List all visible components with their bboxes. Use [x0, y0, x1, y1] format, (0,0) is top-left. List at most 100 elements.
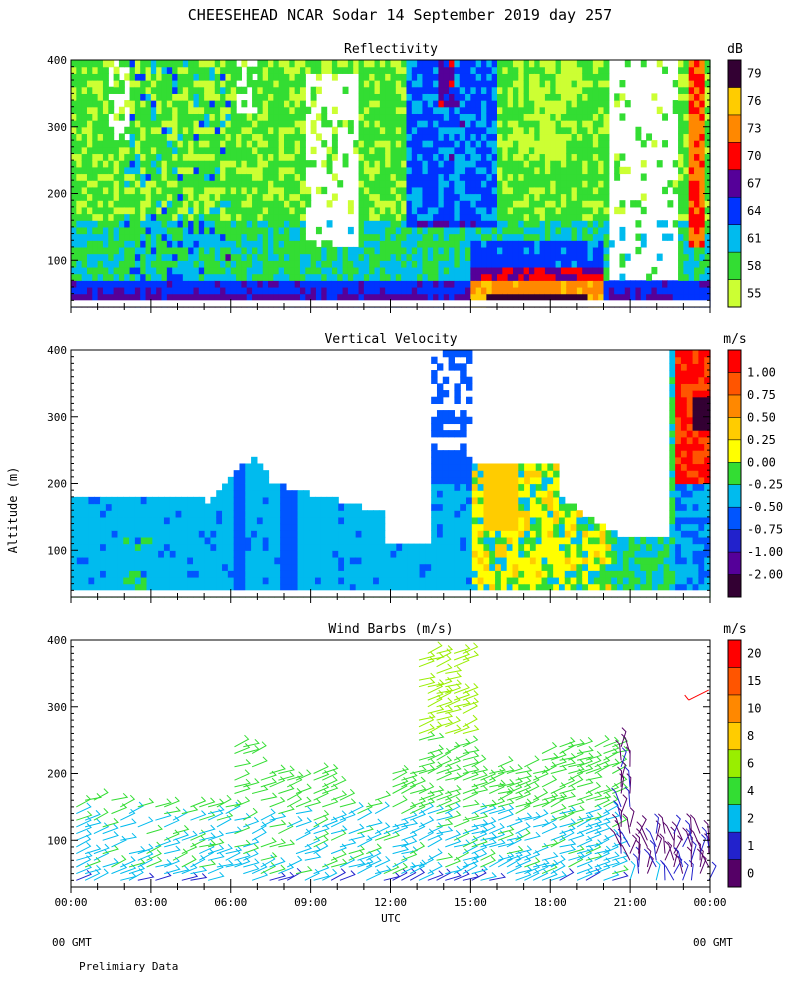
- reflectivity-cell: [81, 226, 88, 235]
- reflectivity-cell: [209, 206, 216, 215]
- reflectivity-cell: [102, 86, 109, 94]
- velocity-cell: [117, 563, 124, 571]
- reflectivity-cell: [491, 233, 498, 241]
- velocity-cell: [268, 576, 275, 585]
- velocity-cell: [402, 570, 409, 578]
- reflectivity-cell: [651, 293, 658, 301]
- reflectivity-cell: [102, 273, 109, 281]
- reflectivity-cell: [555, 140, 562, 148]
- reflectivity-cell: [140, 273, 147, 281]
- reflectivity-cell: [683, 66, 690, 74]
- velocity-cell: [105, 536, 113, 545]
- reflectivity-cell: [704, 60, 711, 68]
- reflectivity-cell: [411, 80, 418, 88]
- reflectivity-cell: [497, 220, 503, 228]
- reflectivity-cell: [81, 206, 88, 215]
- reflectivity-cell: [422, 186, 429, 195]
- reflectivity-cell: [150, 140, 157, 148]
- main-title: CHEESEHEAD NCAR Sodar 14 September 2019 …: [188, 6, 612, 24]
- reflectivity-cell: [470, 146, 477, 155]
- reflectivity-cell: [443, 133, 450, 141]
- reflectivity-cell: [427, 166, 434, 175]
- reflectivity-cell: [220, 120, 227, 128]
- velocity-cell: [355, 536, 363, 545]
- reflectivity-cell: [241, 293, 248, 301]
- reflectivity-cell: [544, 146, 551, 155]
- velocity-cell: [309, 516, 316, 525]
- reflectivity-cell: [102, 153, 109, 161]
- reflectivity-cell: [76, 293, 83, 301]
- velocity-cell: [181, 496, 188, 505]
- reflectivity-cell: [550, 253, 557, 261]
- reflectivity-cell: [294, 66, 301, 74]
- reflectivity-cell: [134, 86, 141, 94]
- reflectivity-cell: [667, 280, 674, 288]
- reflectivity-cell: [523, 260, 530, 268]
- reflectivity-cell: [598, 220, 605, 228]
- velocity-cell: [245, 583, 252, 591]
- velocity-cell: [448, 563, 455, 571]
- reflectivity-cell: [129, 146, 136, 155]
- velocity-cell: [280, 490, 287, 498]
- reflectivity-cell: [379, 80, 386, 88]
- reflectivity-cell: [310, 100, 317, 108]
- reflectivity-cell: [214, 286, 221, 295]
- velocity-cell: [431, 503, 438, 511]
- velocity-cell: [71, 570, 78, 578]
- reflectivity-cell: [502, 140, 509, 148]
- reflectivity-cell: [560, 173, 567, 181]
- reflectivity-cell: [278, 226, 285, 235]
- reflectivity-cell: [182, 206, 189, 215]
- reflectivity-cell: [390, 166, 397, 175]
- reflectivity-cell: [406, 93, 413, 101]
- reflectivity-cell: [534, 73, 541, 81]
- reflectivity-cell: [544, 213, 551, 221]
- reflectivity-cell: [177, 186, 184, 195]
- reflectivity-cell: [118, 193, 125, 201]
- reflectivity-cell: [278, 240, 285, 248]
- reflectivity-cell: [528, 186, 535, 195]
- reflectivity-cell: [140, 113, 147, 121]
- reflectivity-cell: [166, 226, 173, 235]
- reflectivity-cell: [156, 126, 163, 135]
- reflectivity-cell: [299, 220, 306, 228]
- reflectivity-cell: [512, 120, 519, 128]
- velocity-cell: [442, 450, 450, 458]
- colorbar-label: 64: [747, 204, 761, 218]
- reflectivity-cell: [273, 253, 280, 261]
- reflectivity-cell: [683, 146, 690, 155]
- reflectivity-cell: [108, 126, 115, 135]
- velocity-cell: [227, 550, 235, 558]
- reflectivity-cell: [358, 206, 365, 215]
- velocity-cell: [239, 563, 246, 571]
- reflectivity-cell: [252, 280, 258, 288]
- reflectivity-cell: [92, 166, 99, 175]
- reflectivity-cell: [134, 280, 141, 288]
- velocity-cell: [431, 463, 438, 471]
- velocity-cell: [436, 530, 444, 538]
- velocity-cell: [152, 556, 159, 565]
- reflectivity-cell: [289, 133, 296, 141]
- velocity-cell: [187, 583, 194, 591]
- reflectivity-cell: [140, 146, 147, 155]
- reflectivity-cell: [427, 193, 434, 201]
- reflectivity-cell: [118, 253, 125, 261]
- reflectivity-cell: [161, 253, 168, 261]
- reflectivity-cell: [603, 186, 610, 195]
- reflectivity-cell: [289, 260, 296, 268]
- reflectivity-cell: [299, 93, 306, 101]
- velocity-cell: [88, 563, 95, 571]
- velocity-cell: [338, 536, 345, 545]
- reflectivity-cell: [694, 226, 700, 235]
- reflectivity-cell: [512, 73, 519, 81]
- reflectivity-cell: [278, 273, 285, 281]
- reflectivity-cell: [646, 293, 653, 301]
- reflectivity-cell: [315, 113, 322, 121]
- velocity-cell: [123, 536, 130, 545]
- reflectivity-cell: [246, 66, 253, 74]
- reflectivity-cell: [273, 60, 280, 68]
- reflectivity-cell: [592, 200, 599, 208]
- reflectivity-cell: [209, 260, 216, 268]
- reflectivity-cell: [262, 166, 269, 175]
- reflectivity-cell: [177, 246, 184, 255]
